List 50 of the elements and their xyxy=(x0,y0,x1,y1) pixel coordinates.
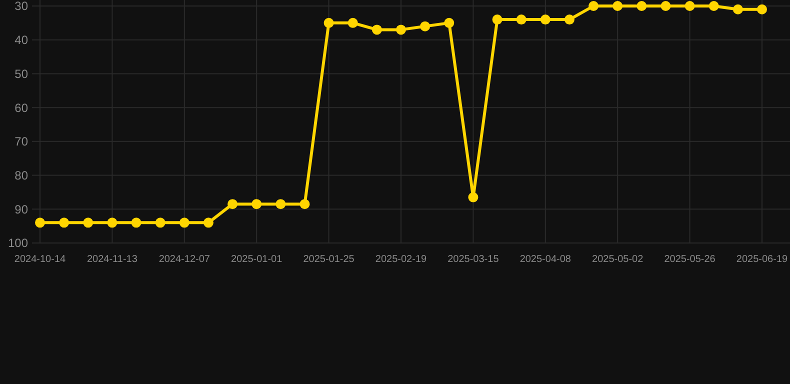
point xyxy=(540,14,550,25)
y-tick-label: 60 xyxy=(14,100,28,115)
point xyxy=(228,199,238,210)
x-tick-label: 2025-05-02 xyxy=(592,254,644,265)
point xyxy=(684,1,695,11)
point xyxy=(83,218,94,228)
x-tick-label: 2024-11-13 xyxy=(86,254,138,265)
point xyxy=(492,14,502,25)
point xyxy=(35,218,45,228)
y-tick-label: 70 xyxy=(14,134,28,149)
point xyxy=(564,14,574,25)
y-tick-label: 90 xyxy=(14,202,28,216)
point xyxy=(155,218,166,228)
y-tick-label: 30 xyxy=(14,0,28,14)
point xyxy=(420,21,430,32)
point xyxy=(252,199,262,210)
y-tick-label: 80 xyxy=(14,168,28,182)
x-tick-label: 2024-10-14 xyxy=(14,254,66,265)
point xyxy=(468,192,478,202)
y-tick-label: 100 xyxy=(8,236,28,250)
x-tick-label: 2025-03-15 xyxy=(448,254,500,265)
point xyxy=(516,14,526,25)
point xyxy=(324,18,334,28)
y-tick-label: 40 xyxy=(14,33,28,48)
x-tick-label: 2025-04-08 xyxy=(520,254,572,265)
x-tick-label: 2025-01-25 xyxy=(303,254,355,265)
point xyxy=(372,24,382,35)
point xyxy=(276,199,286,210)
point xyxy=(612,1,623,11)
x-tick-label: 2025-02-19 xyxy=(375,254,428,265)
point xyxy=(636,1,647,11)
point xyxy=(444,18,454,28)
x-tick-label: 2024-12-07 xyxy=(158,254,210,265)
point xyxy=(757,4,767,14)
point xyxy=(203,218,214,228)
point xyxy=(348,18,358,28)
point xyxy=(660,1,671,11)
x-tick-label: 2025-05-26 xyxy=(664,254,716,265)
point xyxy=(179,218,190,228)
point xyxy=(59,218,70,228)
x-tick-label: 2025-01-01 xyxy=(231,254,283,265)
point xyxy=(708,1,719,11)
point xyxy=(107,218,118,228)
x-tick-label: 2025-06-19 xyxy=(736,254,788,265)
point xyxy=(396,24,406,35)
point xyxy=(300,199,310,210)
y-tick-label: 50 xyxy=(14,66,28,81)
point xyxy=(732,4,743,14)
point xyxy=(588,1,599,11)
point xyxy=(131,218,142,228)
